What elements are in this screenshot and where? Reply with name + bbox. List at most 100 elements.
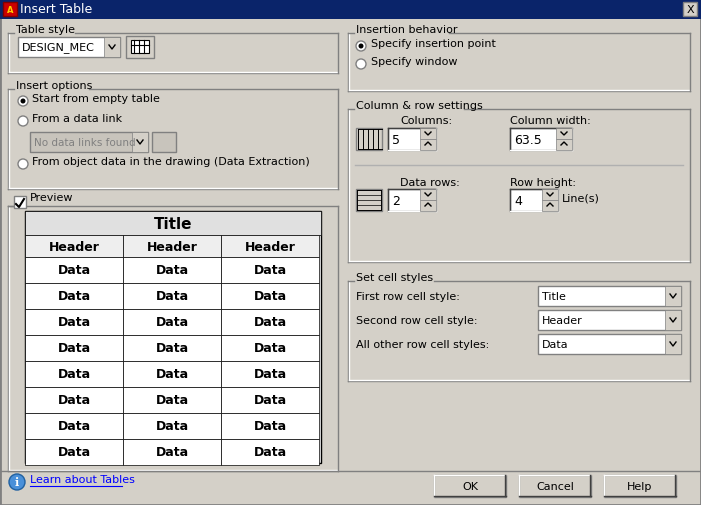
Bar — [123, 413, 221, 439]
Text: Start from empty table: Start from empty table — [32, 94, 160, 104]
Bar — [683, 3, 697, 17]
Bar — [14, 196, 26, 209]
Text: Data: Data — [57, 316, 90, 329]
Bar — [434, 475, 506, 497]
Bar — [123, 387, 221, 413]
Bar — [25, 413, 123, 439]
Text: First row cell style:: First row cell style: — [356, 291, 460, 301]
Bar — [221, 413, 319, 439]
Bar — [221, 387, 319, 413]
Text: No data links found: No data links found — [34, 138, 135, 147]
Text: Preview: Preview — [30, 192, 74, 203]
Text: Data: Data — [57, 342, 90, 355]
Bar — [356, 189, 382, 212]
Bar — [152, 133, 176, 153]
Bar — [538, 334, 681, 355]
Text: Header: Header — [245, 240, 295, 253]
Bar — [388, 189, 436, 212]
Text: Data: Data — [57, 394, 90, 407]
Bar — [420, 129, 436, 140]
Text: Data: Data — [254, 420, 287, 433]
Bar — [25, 283, 123, 310]
Text: Data: Data — [254, 316, 287, 329]
Text: Data: Data — [57, 420, 90, 433]
Text: OK: OK — [462, 481, 478, 491]
Bar — [388, 129, 436, 150]
Text: Data: Data — [254, 445, 287, 459]
Bar — [123, 310, 221, 335]
Bar — [665, 286, 681, 307]
Text: Data: Data — [542, 339, 569, 349]
Bar — [123, 361, 221, 387]
Text: Data: Data — [57, 264, 90, 277]
Bar — [123, 235, 221, 258]
Text: Cancel: Cancel — [536, 481, 574, 491]
Text: Data: Data — [156, 342, 189, 355]
Text: Line(s): Line(s) — [562, 192, 600, 203]
Bar — [0, 0, 701, 20]
Bar — [132, 133, 148, 153]
Circle shape — [20, 99, 25, 105]
Bar — [420, 140, 436, 150]
Text: DESIGN_MEC: DESIGN_MEC — [22, 42, 95, 54]
Bar — [18, 38, 120, 58]
Text: A: A — [7, 6, 13, 15]
Bar — [510, 189, 558, 212]
Text: Title: Title — [154, 216, 192, 231]
Text: Row height:: Row height: — [510, 178, 576, 188]
Circle shape — [18, 117, 28, 127]
Bar — [556, 140, 572, 150]
Text: Data: Data — [156, 368, 189, 381]
Bar — [556, 129, 572, 140]
Circle shape — [18, 160, 28, 170]
Bar — [221, 310, 319, 335]
Bar — [665, 311, 681, 330]
Text: Data: Data — [57, 368, 90, 381]
Text: From object data in the drawing (Data Extraction): From object data in the drawing (Data Ex… — [32, 157, 310, 167]
Text: Data rows:: Data rows: — [400, 178, 460, 188]
Text: Set cell styles: Set cell styles — [356, 273, 433, 282]
Text: Insert Table: Insert Table — [20, 3, 93, 16]
Bar — [25, 439, 123, 465]
Bar — [123, 283, 221, 310]
Bar — [519, 475, 591, 497]
Bar — [420, 200, 436, 212]
Bar — [604, 475, 676, 497]
Text: Data: Data — [156, 394, 189, 407]
Bar — [221, 335, 319, 361]
Bar — [221, 235, 319, 258]
Text: Header: Header — [542, 316, 583, 325]
Text: Data: Data — [254, 290, 287, 303]
Bar — [221, 283, 319, 310]
Bar — [510, 129, 572, 150]
Circle shape — [356, 42, 366, 52]
Text: Data: Data — [156, 264, 189, 277]
Text: Insert options: Insert options — [16, 81, 93, 91]
Text: Learn about Tables: Learn about Tables — [30, 474, 135, 484]
Text: Data: Data — [254, 368, 287, 381]
Text: 2: 2 — [392, 194, 400, 207]
Text: Data: Data — [57, 445, 90, 459]
Text: Header: Header — [147, 240, 198, 253]
Bar — [104, 38, 120, 58]
Text: Column width:: Column width: — [510, 116, 591, 126]
Bar — [538, 286, 681, 307]
Text: 4: 4 — [514, 194, 522, 207]
Text: Header: Header — [48, 240, 100, 253]
Text: Specify window: Specify window — [371, 57, 458, 67]
Text: Specify insertion point: Specify insertion point — [371, 39, 496, 49]
Bar — [3, 3, 17, 17]
Text: Second row cell style:: Second row cell style: — [356, 316, 477, 325]
Text: Columns:: Columns: — [400, 116, 452, 126]
Bar — [25, 235, 123, 258]
Bar — [25, 258, 123, 283]
Text: Help: Help — [627, 481, 653, 491]
Text: All other row cell styles:: All other row cell styles: — [356, 339, 489, 349]
Bar — [25, 212, 321, 463]
Circle shape — [358, 44, 364, 49]
Circle shape — [356, 60, 366, 70]
Bar — [123, 258, 221, 283]
Text: Column & row settings: Column & row settings — [356, 101, 483, 111]
Bar — [30, 133, 148, 153]
Text: 5: 5 — [392, 133, 400, 146]
